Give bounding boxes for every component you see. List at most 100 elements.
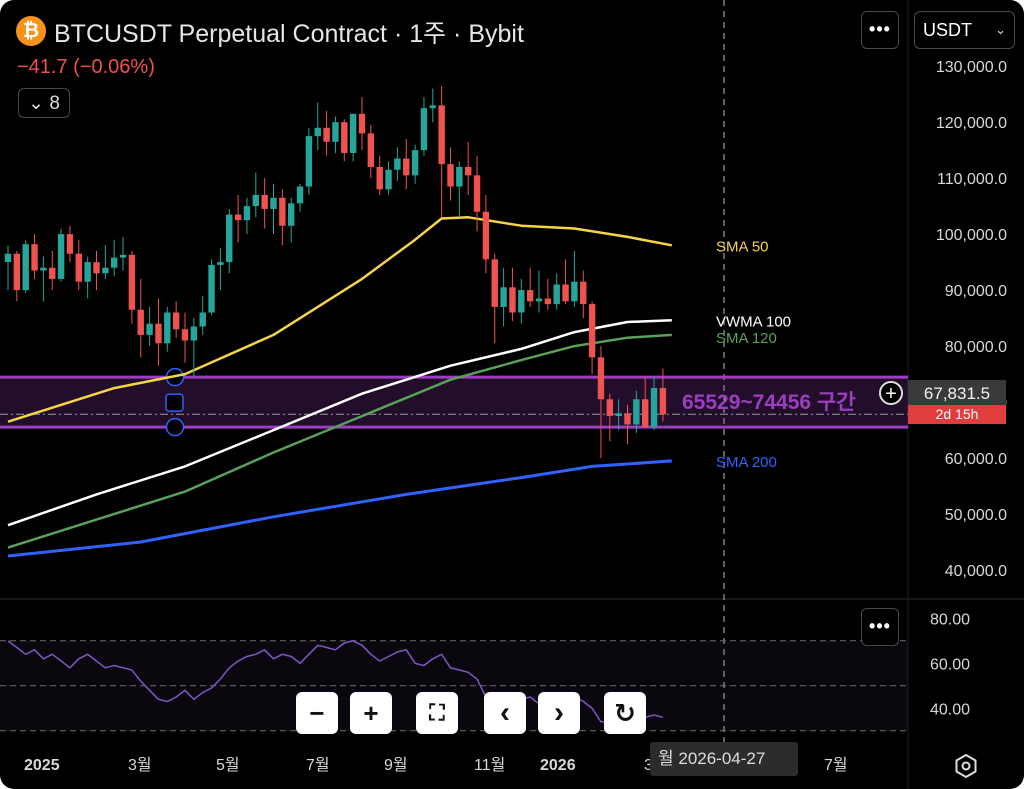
more-icon: •••: [869, 616, 891, 636]
reset-icon: ↻: [614, 698, 636, 728]
candle-body: [385, 170, 391, 190]
candle: [368, 125, 374, 178]
candle: [5, 245, 11, 290]
fullscreen-button[interactable]: ⛶: [416, 692, 458, 734]
candle: [261, 178, 267, 228]
candle: [84, 257, 90, 299]
chevron-right-icon: ›: [554, 696, 564, 729]
candle: [155, 299, 161, 366]
rsi-tick-label: 80.00: [930, 611, 970, 628]
rsi-options-button[interactable]: •••: [861, 608, 899, 646]
candle-body: [306, 136, 312, 186]
candle-body: [545, 299, 551, 305]
candle-body: [93, 262, 99, 273]
candle-body: [518, 290, 524, 312]
settings-icon[interactable]: [953, 753, 979, 779]
price-change: −41.7 (−0.06%): [17, 56, 155, 79]
candle: [315, 103, 321, 151]
candle-body: [615, 413, 621, 416]
scroll-back-button[interactable]: ‹: [484, 692, 526, 734]
candle-body: [554, 285, 560, 305]
candle-body: [111, 258, 117, 268]
page-title: BTCUSDT Perpetual Contract · 1주 · Bybit: [54, 14, 524, 50]
candle: [536, 271, 542, 313]
candle-body: [527, 290, 533, 301]
price-tick-label: 40,000.0: [945, 563, 1007, 580]
sma120-line: [8, 335, 672, 548]
candle: [76, 240, 82, 290]
candle-body: [412, 150, 418, 175]
candle: [200, 296, 206, 335]
candle-body: [49, 268, 55, 279]
candle: [129, 251, 135, 324]
candle-body: [182, 329, 188, 340]
candle: [403, 139, 409, 189]
candle-body: [651, 388, 657, 427]
candle: [527, 268, 533, 307]
candle-body: [456, 167, 462, 187]
candle-body: [500, 287, 506, 307]
countdown-tag: 2d 15h: [908, 405, 1006, 424]
candle-body: [288, 203, 294, 225]
candle: [589, 301, 595, 374]
candle: [146, 307, 152, 346]
candle: [40, 257, 46, 302]
collapse-indicators-button[interactable]: ⌄ 8: [18, 88, 70, 118]
price-tick-label: 130,000.0: [936, 59, 1007, 76]
minus-icon: −: [309, 698, 324, 728]
candle-body: [76, 254, 82, 282]
candle: [58, 229, 64, 282]
plus-icon: +: [363, 698, 378, 728]
candle: [421, 97, 427, 156]
chevron-down-icon: ⌄: [28, 93, 44, 114]
candle-body: [102, 268, 108, 274]
zone-handle: [166, 394, 183, 411]
price-tick-label: 60,000.0: [945, 451, 1007, 468]
candle: [102, 245, 108, 279]
reset-chart-button[interactable]: ↻: [604, 692, 646, 734]
scroll-forward-button[interactable]: ›: [538, 692, 580, 734]
candle-body: [84, 262, 90, 282]
candle: [306, 128, 312, 195]
zoom-in-button[interactable]: +: [350, 692, 392, 734]
currency-select[interactable]: USDT ⌄: [914, 11, 1015, 49]
candle: [545, 279, 551, 310]
candle: [430, 89, 436, 123]
more-options-button[interactable]: •••: [861, 11, 899, 49]
zone-label: 65529~74456 구간: [682, 391, 856, 414]
time-tick-label: 5월: [216, 756, 240, 774]
candle-body: [323, 128, 329, 142]
candle-body: [394, 159, 400, 170]
candle-body: [164, 313, 170, 344]
candle-body: [244, 206, 250, 220]
ma-label: VWMA 100: [716, 313, 791, 330]
time-tick-label: 9월: [384, 756, 408, 774]
sma200-line: [8, 461, 672, 556]
candle: [483, 195, 489, 273]
zoom-out-button[interactable]: −: [296, 692, 338, 734]
chevron-left-icon: ‹: [500, 696, 510, 729]
candle: [270, 184, 276, 234]
candle-body: [633, 399, 639, 424]
indicator-count: 8: [49, 93, 60, 114]
price-tick-label: 110,000.0: [937, 171, 1007, 188]
add-alert-button[interactable]: +: [879, 381, 903, 405]
time-tick-label: 3월: [128, 756, 152, 774]
candle-body: [67, 234, 73, 254]
rsi-tick-label: 40.00: [930, 701, 970, 718]
candle-body: [438, 105, 444, 164]
candle: [253, 173, 259, 218]
candle-body: [332, 122, 338, 142]
candle: [580, 271, 586, 319]
candle: [518, 279, 524, 324]
candle: [111, 240, 117, 276]
candle: [164, 307, 170, 352]
more-icon: •••: [869, 19, 891, 39]
candle-body: [217, 262, 223, 265]
candle-body: [200, 313, 206, 327]
candle: [385, 161, 391, 195]
candle: [332, 117, 338, 153]
